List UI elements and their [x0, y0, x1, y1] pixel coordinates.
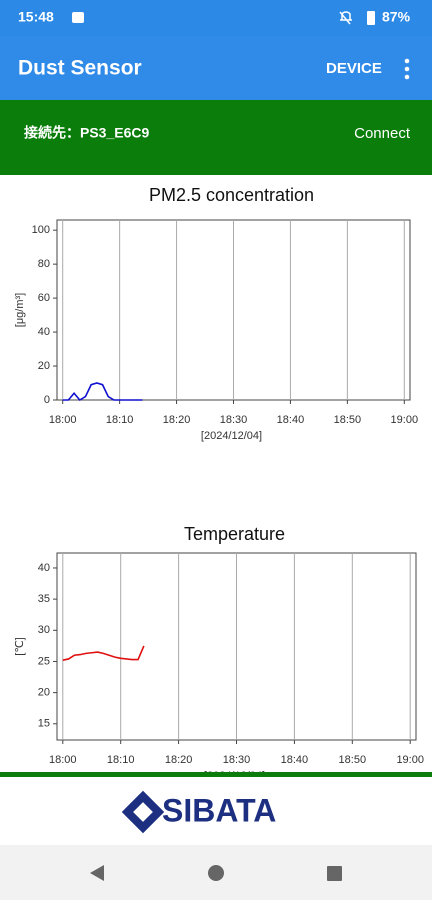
y-tick-label: 100: [32, 224, 50, 236]
connect-button[interactable]: Connect: [354, 125, 411, 142]
x-tick-label: 18:30: [220, 414, 248, 426]
chart-title: PM2.5 concentration: [149, 185, 314, 205]
y-tick-label: 40: [38, 562, 50, 574]
y-tick-label: 20: [38, 687, 50, 699]
y-tick-label: 40: [38, 326, 50, 338]
x-tick-label: 18:20: [165, 754, 193, 766]
y-tick-label: 25: [38, 655, 50, 667]
x-tick-label: 18:50: [339, 754, 367, 766]
footer: [0, 777, 432, 845]
connection-target: 接続先：PS3_E6C9: [24, 125, 149, 141]
recents-button[interactable]: [327, 866, 342, 881]
x-tick-label: 18:50: [334, 414, 362, 426]
device-button[interactable]: DEVICE: [326, 60, 382, 77]
data-line: [62, 645, 145, 661]
menu-button[interactable]: [404, 58, 410, 80]
battery-icon: [367, 11, 375, 25]
x-tick-label: 19:00: [391, 414, 419, 426]
y-axis-label: [μg/m³]: [14, 293, 26, 327]
battery-level: 87%: [382, 9, 411, 25]
x-tick-label: 18:30: [223, 754, 251, 766]
x-tick-label: 18:40: [277, 414, 305, 426]
status-time: 15:48: [18, 9, 54, 25]
divider: [0, 772, 432, 777]
y-tick-label: 30: [38, 624, 50, 636]
x-tick-label: 18:00: [49, 414, 77, 426]
x-tick-label: 19:00: [396, 754, 424, 766]
x-tick-label: 18:10: [107, 754, 135, 766]
app-title: Dust Sensor: [18, 57, 142, 80]
x-tick-label: 18:40: [281, 754, 309, 766]
x-tick-label: 18:20: [163, 414, 191, 426]
x-tick-label: 18:10: [106, 414, 134, 426]
data-line: [62, 382, 143, 402]
y-axis-label: [℃]: [14, 637, 26, 655]
home-button[interactable]: [208, 865, 224, 881]
x-tick-label: 18:00: [49, 754, 77, 766]
y-tick-label: 0: [44, 394, 50, 406]
y-tick-label: 80: [38, 258, 50, 270]
x-axis-label: [2024/12/04]: [201, 430, 262, 442]
mute-icon: [339, 11, 352, 25]
app-bar: [0, 36, 432, 100]
y-tick-label: 60: [38, 292, 50, 304]
back-button[interactable]: [90, 865, 104, 881]
connection-bar: [0, 100, 432, 175]
y-tick-label: 15: [38, 718, 50, 730]
chart-title: Temperature: [184, 524, 285, 544]
y-tick-label: 20: [38, 360, 50, 372]
charts: PM2.5 concentration 18:00 18:10 18:20 18:30 1…: [14, 185, 424, 782]
logo-text: SIBATA: [162, 792, 276, 828]
y-tick-label: 35: [38, 593, 50, 605]
notification-icon: [72, 12, 84, 23]
